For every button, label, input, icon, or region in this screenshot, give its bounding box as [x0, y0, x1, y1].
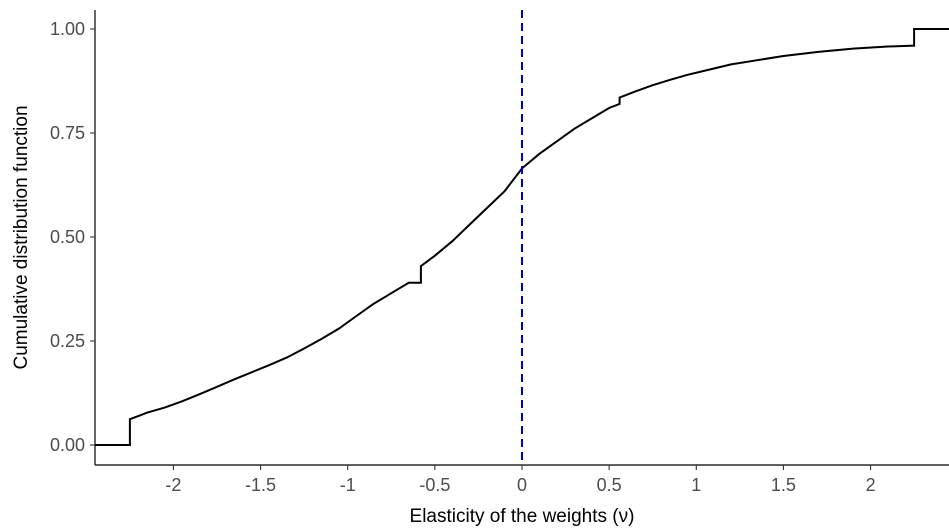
x-tick-label: -0.5 — [419, 475, 450, 495]
x-tick-label: -1.5 — [245, 475, 276, 495]
y-axis-title: Cumulative distribution function — [11, 105, 32, 369]
y-tick-label: 1.00 — [50, 19, 85, 39]
y-axis-ticks: 0.00 0.25 0.50 0.75 1.00 — [50, 19, 95, 455]
x-axis-ticks: -2 -1.5 -1 -0.5 0 0.5 1 1.5 2 — [165, 465, 876, 495]
x-tick-label: 2 — [866, 475, 876, 495]
y-tick-label: 0.25 — [50, 331, 85, 351]
y-tick-label: 0.50 — [50, 227, 85, 247]
x-tick-label: 1 — [691, 475, 701, 495]
x-axis-title: Elasticity of the weights (ν) — [410, 506, 635, 527]
x-tick-label: 1.5 — [771, 475, 796, 495]
x-tick-label: -2 — [165, 475, 181, 495]
x-tick-label: 0.5 — [597, 475, 622, 495]
y-tick-label: 0.75 — [50, 123, 85, 143]
x-tick-label: -1 — [340, 475, 356, 495]
cdf-line — [95, 28, 949, 446]
plot-area — [95, 10, 949, 465]
x-tick-label: 0 — [517, 475, 527, 495]
y-tick-label: 0.00 — [50, 435, 85, 455]
